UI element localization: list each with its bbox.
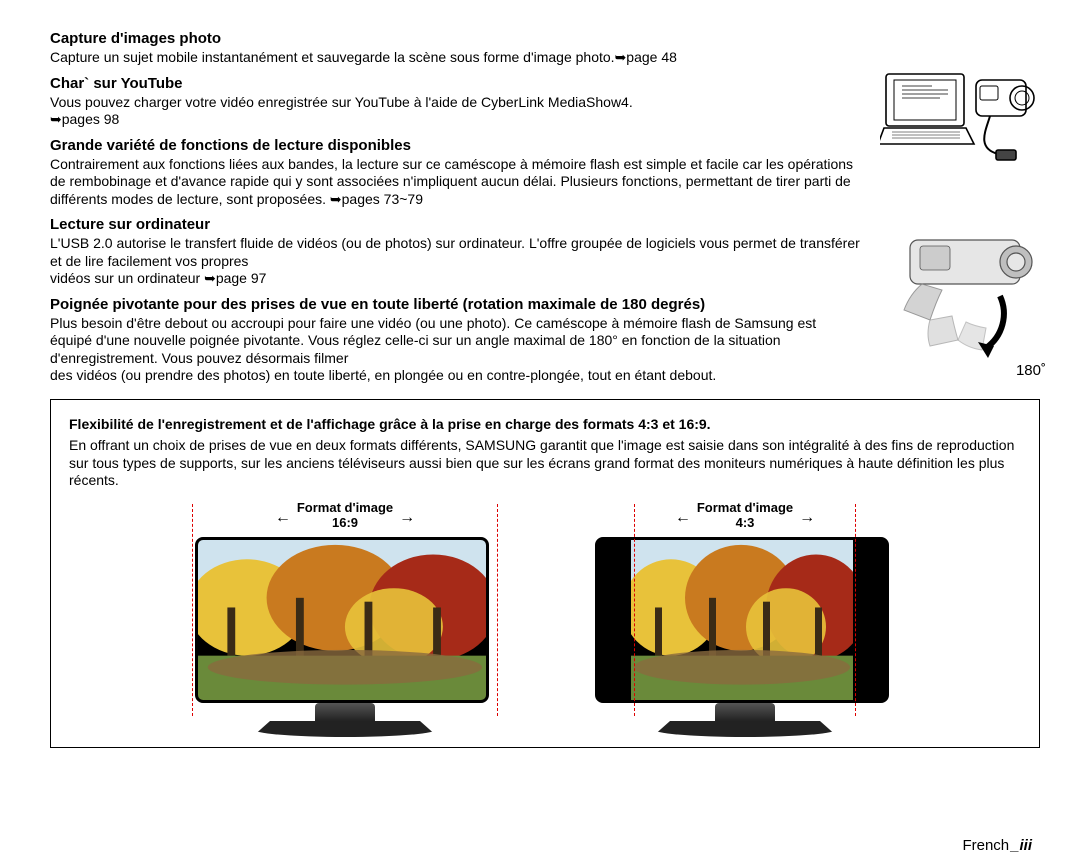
section-body-youtube: Vous pouvez charger votre vidéo enregist…	[50, 94, 860, 112]
section-body-pc-1: L'USB 2.0 autorise le transfert fluide d…	[50, 235, 860, 270]
box-title: Flexibilité de l'enregistrement et de l'…	[69, 416, 711, 432]
section-title-pc: Lecture sur ordinateur	[50, 216, 860, 233]
arrow-right-icon: →	[399, 509, 415, 527]
arrow-left-icon: ←	[675, 509, 691, 527]
autumn-image-43	[631, 540, 853, 700]
section-body-capture: Capture un sujet mobile instantanément e…	[50, 49, 860, 67]
section-title-playback: Grande variété de fonctions de lecture d…	[50, 137, 860, 154]
text: Capture un sujet mobile instantanément e…	[50, 49, 615, 65]
page-num: iii	[1019, 837, 1032, 854]
format-arrow-row: ← Format d'image 4:3 →	[580, 500, 910, 537]
illustration-pivot-handle: 180˚	[870, 230, 1040, 360]
section-title-youtube: Char` sur YouTube	[50, 75, 860, 92]
format-col-169: ← Format d'image 16:9 →	[180, 500, 510, 737]
monitor-169	[195, 537, 495, 737]
format-ratio-169: 16:9	[332, 515, 358, 530]
section-title-pivot: Poignée pivotante pour des prises de vue…	[50, 296, 860, 313]
section-title-capture: Capture d'images photo	[50, 30, 860, 47]
page-lang: French	[962, 837, 1009, 854]
page-ref: ➥page 97	[204, 270, 266, 286]
format-col-43: ← Format d'image 4:3 →	[580, 500, 910, 737]
page-number: French_iii	[962, 837, 1032, 854]
section-body-pc-2: vidéos sur un ordinateur ➥page 97	[50, 270, 860, 288]
autumn-image-169	[198, 540, 486, 700]
section-body-playback: Contrairement aux fonctions liées aux ba…	[50, 156, 860, 209]
format-name: Format d'image	[297, 500, 393, 515]
box-body: En offrant un choix de prises de vue en …	[69, 437, 1021, 490]
format-name: Format d'image	[697, 500, 793, 515]
page-ref: ➥pages 98	[50, 111, 860, 129]
format-ratio-43: 4:3	[736, 515, 755, 530]
format-box: Flexibilité de l'enregistrement et de l'…	[50, 399, 1040, 748]
section-body-pivot-full: des vidéos (ou prendre des photos) en to…	[50, 367, 1040, 385]
arrow-right-icon: →	[799, 509, 815, 527]
illustration-laptop-camcorder	[880, 60, 1040, 170]
text: vidéos sur un ordinateur	[50, 270, 204, 286]
monitor-43	[595, 537, 895, 737]
page-ref: ➥page 48	[615, 49, 677, 65]
text: Contrairement aux fonctions liées aux ba…	[50, 156, 853, 207]
rotate-angle-label: 180˚	[1016, 362, 1046, 379]
format-comparison: ← Format d'image 16:9 →	[69, 500, 1021, 737]
format-arrow-row: ← Format d'image 16:9 →	[180, 500, 510, 537]
section-body-pivot: Plus besoin d'être debout ou accroupi po…	[50, 315, 860, 368]
arrow-left-icon: ←	[275, 509, 291, 527]
page-ref: ➥pages 73~79	[330, 191, 423, 207]
